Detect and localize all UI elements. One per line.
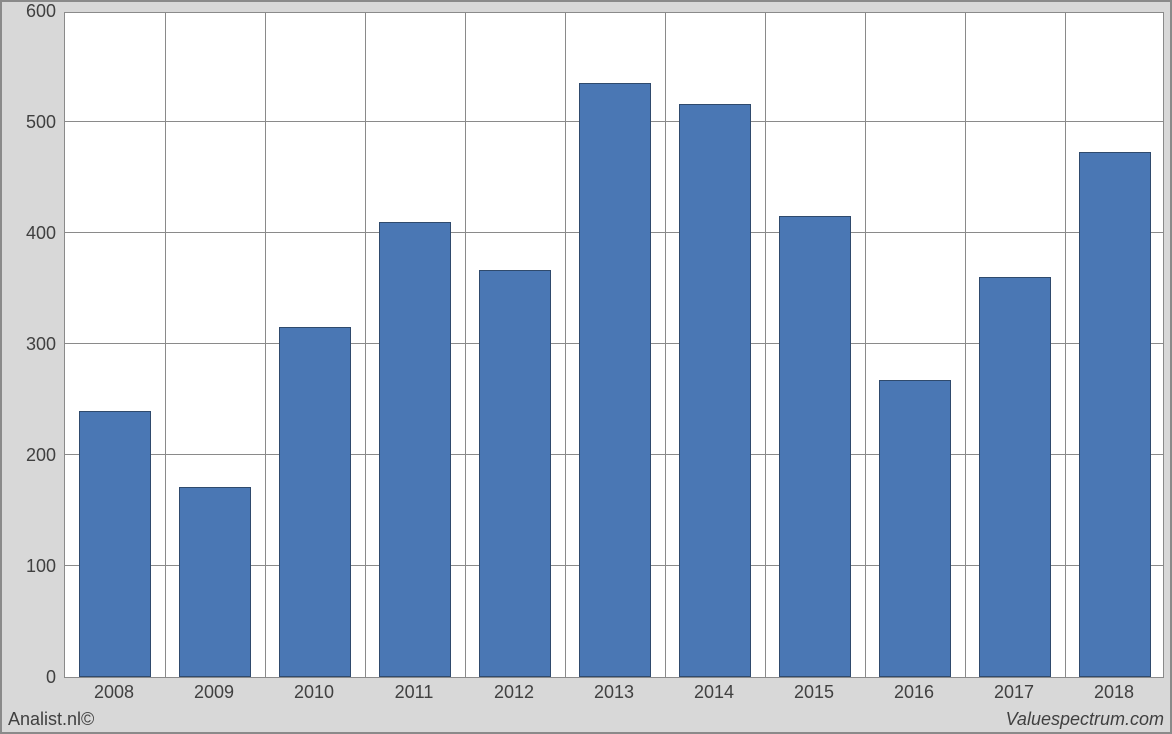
bar (179, 487, 251, 677)
ytick-label: 400 (2, 223, 56, 244)
bar (679, 104, 751, 677)
xtick-label: 2017 (964, 682, 1064, 703)
gridline-v (1065, 13, 1066, 677)
xtick-label: 2015 (764, 682, 864, 703)
credit-right: Valuespectrum.com (1006, 709, 1164, 730)
xtick-label: 2014 (664, 682, 764, 703)
gridline-v (665, 13, 666, 677)
bar (779, 216, 851, 677)
ytick-label: 200 (2, 445, 56, 466)
xtick-label: 2010 (264, 682, 364, 703)
xtick-label: 2018 (1064, 682, 1164, 703)
ytick-label: 0 (2, 667, 56, 688)
xtick-label: 2013 (564, 682, 664, 703)
xtick-label: 2012 (464, 682, 564, 703)
gridline-v (865, 13, 866, 677)
gridline-v (765, 13, 766, 677)
bar (279, 327, 351, 677)
chart-frame: 0 100 200 300 400 500 600 20082009201020112012… (0, 0, 1172, 734)
bar (879, 380, 951, 677)
xtick-label: 2009 (164, 682, 264, 703)
gridline-v (565, 13, 566, 677)
gridline-v (165, 13, 166, 677)
gridline-v (465, 13, 466, 677)
bar (979, 277, 1051, 677)
xtick-label: 2011 (364, 682, 464, 703)
bar (379, 222, 451, 677)
gridline-v (365, 13, 366, 677)
gridline-v (265, 13, 266, 677)
gridline-v (965, 13, 966, 677)
credit-left: Analist.nl© (8, 709, 94, 730)
bar (579, 83, 651, 677)
bar (1079, 152, 1151, 677)
ytick-label: 500 (2, 112, 56, 133)
xtick-label: 2008 (64, 682, 164, 703)
ytick-label: 600 (2, 1, 56, 22)
bar (79, 411, 151, 677)
ytick-label: 300 (2, 334, 56, 355)
xtick-label: 2016 (864, 682, 964, 703)
ytick-label: 100 (2, 556, 56, 577)
bar (479, 270, 551, 677)
plot-area (64, 12, 1164, 678)
